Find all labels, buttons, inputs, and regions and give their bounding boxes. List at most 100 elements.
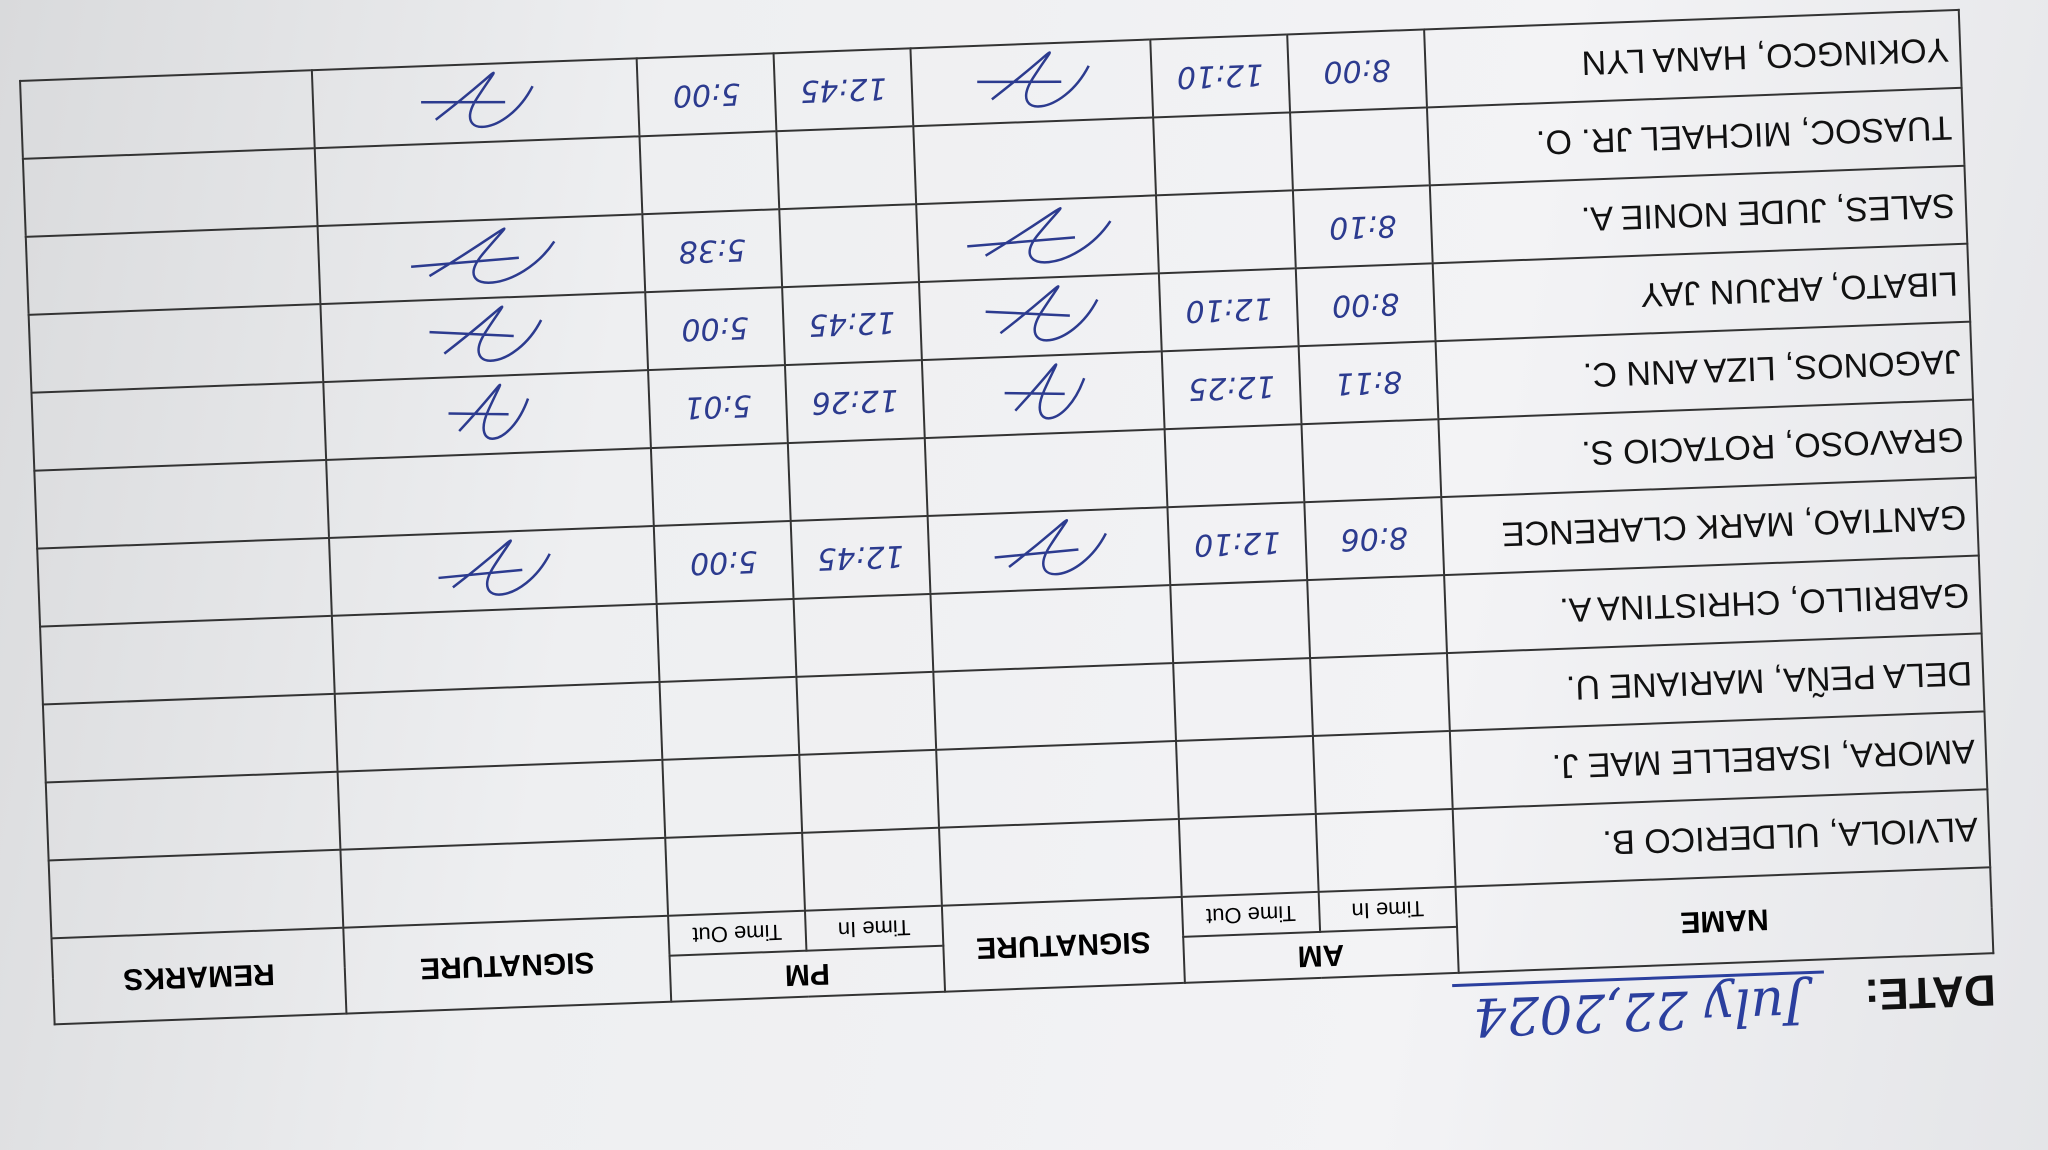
signature-cell <box>329 526 657 616</box>
remarks-cell <box>45 771 341 861</box>
am-time-in <box>1310 653 1450 737</box>
pm-time-in <box>796 671 937 755</box>
remarks-cell <box>28 304 324 393</box>
pm-time-in <box>776 126 917 210</box>
pm-time-out: 5:00 <box>653 520 794 604</box>
attendance-sheet: DATE: July 22,2024 NAME AM SIGNATURE PM … <box>20 9 1999 1135</box>
signature-cell <box>337 759 666 850</box>
header-time-in: Time In <box>1318 886 1458 932</box>
signature-cell <box>921 351 1165 439</box>
remarks-cell <box>25 226 321 315</box>
signature-cell <box>334 681 663 772</box>
pm-time-in: 12:26 <box>784 360 925 444</box>
signature-cell <box>913 117 1157 205</box>
signature-stroke <box>985 285 1099 342</box>
remarks-cell <box>37 537 332 627</box>
row: JAGONOS, LIZA ANN C. 8:11 12:25 12:26 5:01 <box>31 321 1974 471</box>
signature <box>421 71 534 129</box>
pm-time-out: 5:01 <box>648 365 788 449</box>
pm-time-out: 5:38 <box>642 209 783 293</box>
signature <box>448 383 530 440</box>
remarks-cell <box>31 382 327 471</box>
signature-cell <box>314 136 643 227</box>
pm-time-in <box>779 204 920 288</box>
am-time-in <box>1315 808 1456 892</box>
signature <box>1004 363 1086 420</box>
am-time-in <box>1312 730 1453 814</box>
am-time-out <box>1170 580 1311 664</box>
header-signature: SIGNATURE <box>941 896 1185 992</box>
pm-time-in <box>793 593 934 677</box>
am-time-out: 12:25 <box>1161 346 1302 430</box>
signature-cell <box>916 195 1159 283</box>
signature-cell <box>930 585 1174 672</box>
am-time-out <box>1156 190 1296 274</box>
signature-cell <box>939 818 1182 906</box>
am-time-out <box>1153 112 1293 196</box>
signature-stroke <box>977 51 1090 108</box>
pm-time-out <box>639 131 780 215</box>
signature-stroke <box>967 207 1112 264</box>
table-body: ALVIOLA, ULDERICO B. AMORA, ISABELLE MAE … <box>20 9 1991 939</box>
am-time-out <box>1176 736 1316 819</box>
signature-cell <box>927 507 1171 594</box>
signature-cell <box>326 448 654 538</box>
signature-stroke <box>438 539 551 596</box>
am-time-out <box>1178 813 1319 897</box>
pm-time-out: 5:00 <box>636 53 777 137</box>
signature-cell <box>323 370 651 460</box>
pm-time-out <box>662 754 803 838</box>
signature-cell <box>910 39 1154 127</box>
signature-stroke <box>994 519 1107 576</box>
signature-cell <box>933 663 1177 750</box>
pm-time-in <box>799 749 940 833</box>
am-time-in <box>1301 419 1442 503</box>
signature-cell <box>919 273 1162 361</box>
signature-cell <box>320 292 649 383</box>
am-time-out: 12:10 <box>1158 268 1299 352</box>
row: SALES, JUDE NONIE A. 8:10 5:38 <box>25 165 1968 315</box>
remarks-cell <box>40 615 335 705</box>
signature <box>967 207 1112 264</box>
header-remarks: REMARKS <box>51 927 347 1025</box>
pm-time-out <box>656 598 797 682</box>
row: LIBATO, ARJUN JAY 8:00 12:10 12:45 5:00 <box>28 243 1971 393</box>
attendance-table: NAME AM SIGNATURE PM SIGNATURE REMARKS T… <box>19 9 1994 1026</box>
pm-time-out: 5:00 <box>645 287 785 371</box>
am-time-out: 12:10 <box>1150 34 1291 118</box>
signature-stroke <box>421 71 534 129</box>
header-time-out: Time Out <box>668 910 807 956</box>
am-time-in: 8:11 <box>1298 341 1439 425</box>
pm-time-out <box>665 832 805 916</box>
am-time-out <box>1164 424 1305 508</box>
am-time-in: 8:10 <box>1292 185 1433 269</box>
date-label: DATE: <box>1863 965 1997 1019</box>
am-time-in: 8:00 <box>1295 263 1436 347</box>
pm-time-in: 12:45 <box>773 48 914 132</box>
signature-stroke <box>448 383 530 440</box>
header-time-in: Time In <box>804 905 944 951</box>
signature-stroke <box>1004 363 1086 420</box>
signature <box>994 519 1107 576</box>
header-time-out: Time Out <box>1181 891 1321 937</box>
signature-cell <box>331 603 660 694</box>
remarks-cell <box>22 148 318 237</box>
signature-cell <box>924 429 1168 516</box>
am-time-out: 12:10 <box>1167 502 1308 586</box>
signature <box>411 227 556 284</box>
signature-cell <box>317 214 646 305</box>
header-signature: SIGNATURE <box>343 915 672 1014</box>
signature <box>977 51 1090 108</box>
am-time-in <box>1307 575 1447 659</box>
signature-stroke <box>429 305 543 362</box>
signature-cell <box>936 741 1179 828</box>
pm-time-out <box>650 443 791 527</box>
pm-time-in <box>802 827 942 911</box>
signature-stroke <box>411 227 556 284</box>
signature <box>985 285 1099 342</box>
signature-cell <box>311 58 640 149</box>
signature <box>438 539 551 596</box>
signature-cell <box>340 837 669 928</box>
pm-time-out <box>659 676 800 760</box>
